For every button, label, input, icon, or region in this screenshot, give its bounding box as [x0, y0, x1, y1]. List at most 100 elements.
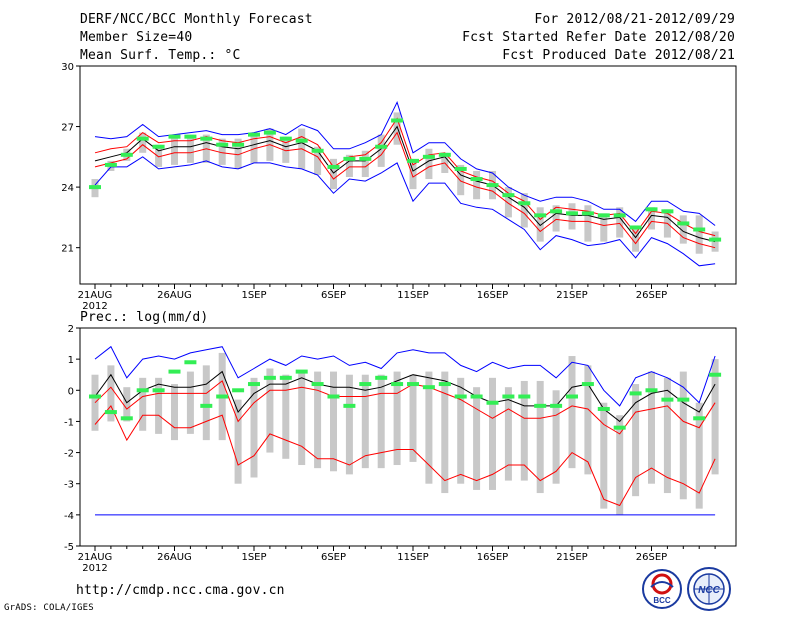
prec-spread-bar [186, 371, 194, 434]
prec-observed-marker [295, 369, 308, 374]
prec-spread-bar [139, 377, 147, 431]
prec-observed-marker [550, 403, 563, 408]
temp-observed-marker [327, 164, 340, 169]
bcc-logo-label: BCC [653, 596, 671, 605]
prec-spread-bar [711, 359, 719, 475]
prec-x-tick-label: 11SEP [397, 552, 428, 563]
temp-observed-marker [200, 136, 213, 141]
temp-observed-marker [438, 152, 451, 157]
temp-spread-bar [345, 154, 353, 178]
prec-observed-marker [518, 394, 531, 399]
prec-x-year-label: 2012 [82, 563, 107, 574]
temp-observed-marker [613, 213, 626, 218]
temp-y-tick-label: 24 [61, 183, 74, 194]
temp-y-tick-label: 27 [61, 123, 74, 134]
prec-observed-marker [263, 375, 276, 380]
prec-observed-marker [597, 406, 610, 411]
temp-observed-marker [168, 134, 181, 139]
prec-spread-bar [584, 365, 592, 475]
temp-observed-marker [502, 193, 515, 198]
prec-observed-marker [454, 394, 467, 399]
temp-x-tick-label: 26SEP [636, 290, 667, 301]
member-size: Member Size=40 [80, 30, 193, 45]
prec-x-tick-label: 26SEP [636, 552, 667, 563]
temp-spread-bar [536, 207, 544, 242]
temp-observed-marker [422, 154, 435, 159]
temp-observed-marker [677, 221, 690, 226]
prec-spread-bar [632, 384, 640, 497]
prec-observed-marker [200, 403, 213, 408]
temp-spread-bar [314, 146, 322, 175]
temp-observed-marker [120, 152, 133, 157]
prec-observed-marker [677, 397, 690, 402]
prec-observed-marker [645, 388, 658, 393]
prec-observed-marker [613, 425, 626, 430]
prec-observed-marker [327, 394, 340, 399]
forecast-period: For 2012/08/21-2012/09/29 [534, 12, 735, 27]
temp-observed-marker [470, 177, 483, 182]
variable-label-top: Mean Surf. Temp.: °C [80, 48, 241, 63]
prec-observed-marker [693, 416, 706, 421]
prec-observed-marker [629, 391, 642, 396]
temp-observed-marker [375, 144, 388, 149]
variable-label-bottom: Prec.: log(mm/d) [80, 310, 209, 325]
prec-spread-bar [648, 371, 655, 484]
prec-x-tick-label: 1SEP [241, 552, 266, 563]
prec-spread-bar [202, 365, 210, 441]
temp-x-tick-label: 21SEP [556, 290, 587, 301]
temp-spread-bar [648, 207, 655, 230]
temperature-chart: 21 24 27 30 21AUG 26AUG 1SEP 6SEP 11SEP 16SEP 21SE… [61, 62, 737, 312]
prec-spread-bar [123, 387, 131, 422]
prec-observed-marker [422, 385, 435, 390]
temp-spread-bar [234, 138, 242, 169]
temp-observed-marker [566, 211, 578, 216]
prec-observed-marker [248, 382, 260, 387]
prec-observed-marker [391, 382, 404, 387]
prec-y-tick-label: -2 [64, 449, 74, 460]
prec-plot-frame [79, 327, 737, 547]
temp-spread-bar [552, 205, 560, 232]
temp-spread-bar [409, 160, 417, 190]
temp-observed-marker [629, 225, 642, 230]
temp-observed-marker [263, 130, 276, 135]
prec-y-tick-label: 2 [68, 324, 74, 335]
temp-x-tick-label: 16SEP [477, 290, 508, 301]
prec-observed-marker [152, 388, 165, 393]
prec-spread-bar [568, 356, 576, 469]
prec-spread-bar [330, 371, 337, 472]
prec-observed-marker [311, 382, 324, 387]
prec-spread-bar [345, 374, 353, 475]
temp-spread-bar [282, 136, 290, 163]
temp-y-tick-label: 21 [61, 244, 74, 255]
temp-observed-marker [709, 237, 722, 242]
prec-spread-bar [266, 368, 274, 453]
temp-observed-marker [661, 209, 674, 214]
prec-observed-marker [279, 375, 292, 380]
temp-observed-marker [104, 162, 117, 167]
prec-spread-bar [473, 387, 481, 490]
temp-max-line [94, 100, 716, 226]
prec-spread-bar [361, 374, 369, 469]
temp-mean-line [94, 125, 716, 243]
temp-observed-marker [152, 144, 165, 149]
temp-observed-marker [486, 183, 499, 188]
temp-x-tick-label: 26AUG [157, 290, 192, 301]
temp-x-tick-label: 21AUG [78, 290, 113, 301]
prec-y-tick-label: -1 [64, 417, 74, 428]
source-url[interactable]: http://cmdp.ncc.cma.gov.cn [76, 583, 285, 598]
temp-spread-bar [330, 158, 337, 190]
temp-spread-bar [520, 193, 528, 228]
prec-spread-bar [695, 402, 703, 509]
temp-observed-marker [295, 138, 308, 143]
prec-spread-bar [616, 415, 624, 515]
prec-spread-bar [663, 377, 671, 494]
temp-spread-bar [600, 213, 608, 242]
prec-x-tick-label: 6SEP [321, 552, 346, 563]
prec-observed-marker [407, 382, 419, 387]
forecast-start-date: Fcst Started Refer Date 2012/08/20 [462, 30, 735, 45]
temp-spread-bar [632, 225, 640, 252]
temp-spread-bar [711, 231, 719, 252]
prec-observed-marker [104, 410, 117, 415]
grads-credit: GrADS: COLA/IGES [4, 603, 94, 613]
